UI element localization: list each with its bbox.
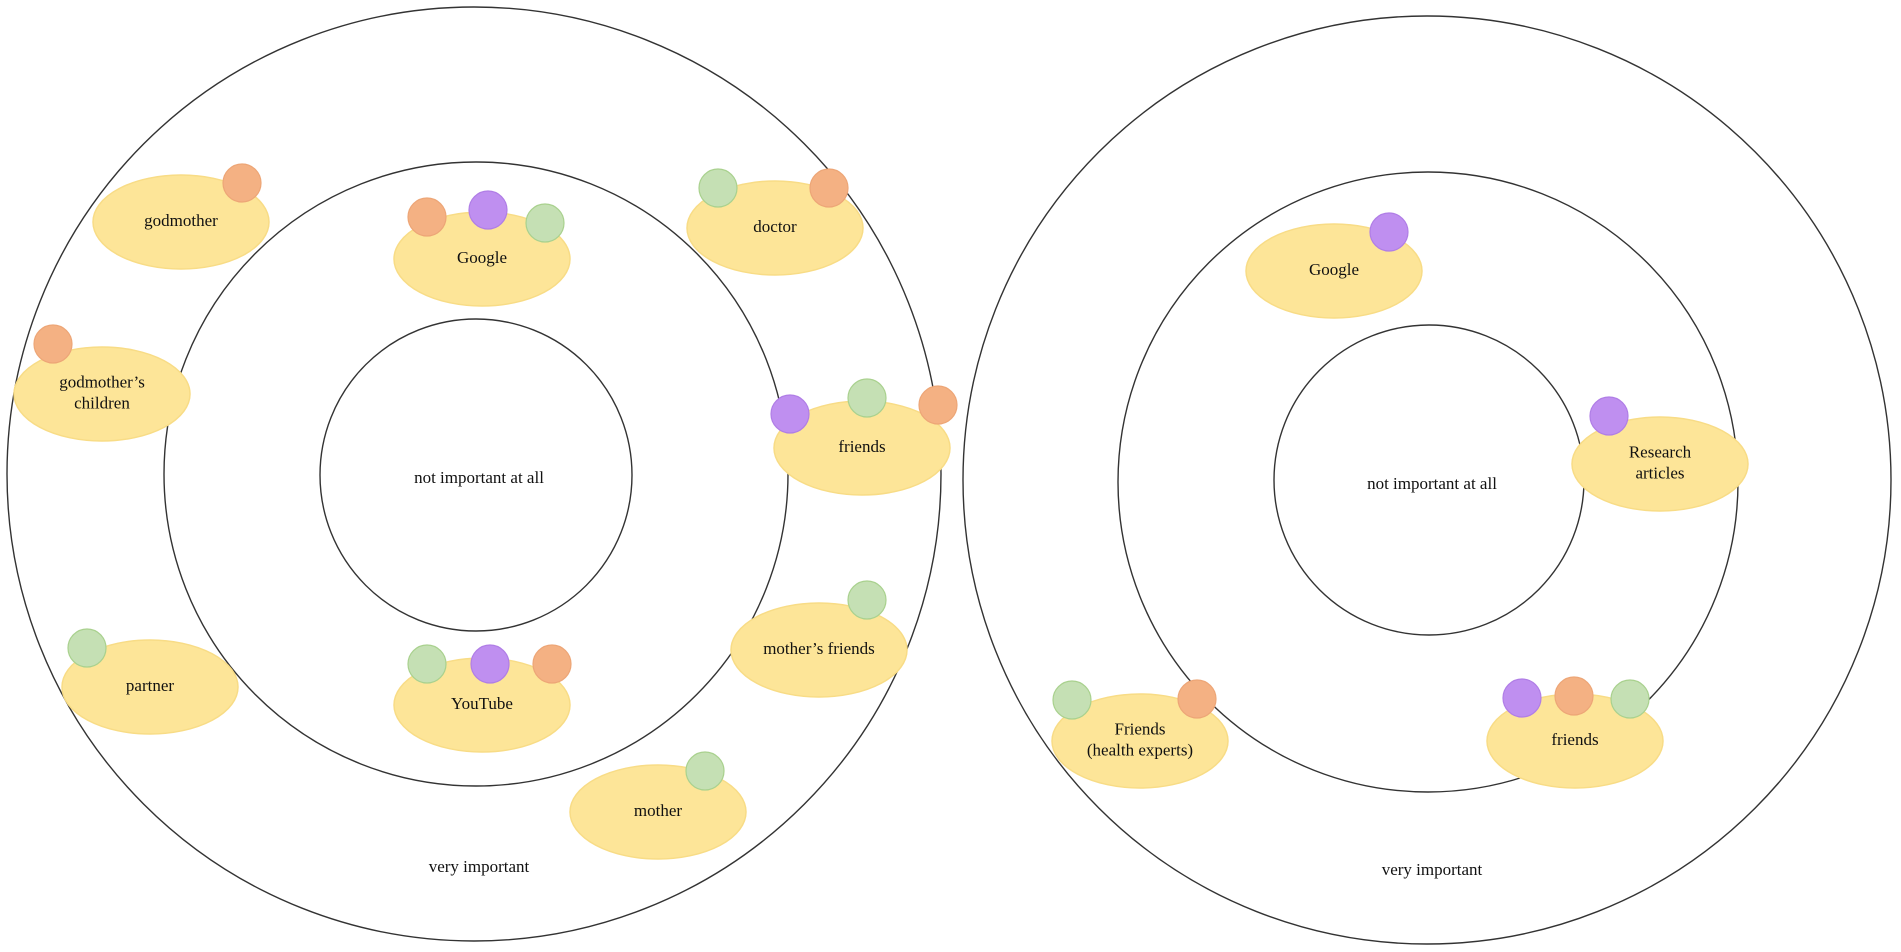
node-label: godmother’s <box>59 372 145 391</box>
node-label: mother <box>634 801 682 820</box>
center-label: not important at all <box>414 468 544 487</box>
purple-marker-dot <box>1589 396 1629 436</box>
node: mother’s friends <box>730 580 908 698</box>
node-label: (health experts) <box>1087 740 1193 759</box>
purple-marker-dot <box>470 644 510 684</box>
node: friends <box>1486 676 1664 789</box>
node: friends <box>770 378 958 496</box>
purple-marker-dot <box>1502 678 1542 718</box>
node-label: mother’s friends <box>763 639 875 658</box>
green-marker-dot <box>847 580 887 620</box>
orange-marker-dot <box>33 324 73 364</box>
purple-marker-dot <box>770 394 810 434</box>
inner-ring <box>319 318 633 632</box>
node-label: YouTube <box>451 694 513 713</box>
green-marker-dot <box>407 644 447 684</box>
node: partner <box>61 628 239 735</box>
node: Google <box>393 190 571 307</box>
orange-marker-dot <box>1554 676 1594 716</box>
center-label: not important at all <box>1367 474 1497 493</box>
node: YouTube <box>393 644 572 753</box>
node-label: Research <box>1629 442 1692 461</box>
node-ellipse <box>13 346 191 442</box>
node-label: children <box>74 393 130 412</box>
node: mother <box>569 751 747 860</box>
node-label: friends <box>838 437 885 456</box>
node: Google <box>1245 212 1423 319</box>
node: doctor <box>686 168 864 276</box>
node-label: Google <box>457 248 507 267</box>
purple-marker-dot <box>468 190 508 230</box>
orange-marker-dot <box>532 644 572 684</box>
purple-marker-dot <box>1369 212 1409 252</box>
outer-ring <box>962 15 1892 945</box>
node-label: Google <box>1309 260 1359 279</box>
outer-label: very important <box>1382 860 1483 879</box>
green-marker-dot <box>847 378 887 418</box>
node-label: articles <box>1635 463 1684 482</box>
outer-ring <box>6 6 942 942</box>
node-label: godmother <box>144 211 218 230</box>
node-label: partner <box>126 676 174 695</box>
green-marker-dot <box>1610 679 1650 719</box>
node-label: Friends <box>1115 719 1166 738</box>
green-marker-dot <box>685 751 725 791</box>
node-ellipse <box>61 639 239 735</box>
node-ellipse <box>730 602 908 698</box>
orange-marker-dot <box>222 163 262 203</box>
node: godmother <box>92 163 270 270</box>
node-ellipse <box>1051 693 1229 789</box>
node-ellipse <box>1571 416 1749 512</box>
orange-marker-dot <box>918 385 958 425</box>
green-marker-dot <box>1052 680 1092 720</box>
outer-label: very important <box>429 857 530 876</box>
green-marker-dot <box>698 168 738 208</box>
node: godmother’s children <box>13 324 191 442</box>
diagram-2: not important at all very important Google… <box>962 15 1892 945</box>
orange-marker-dot <box>1177 679 1217 719</box>
diagram-1: not important at all very important godmot… <box>6 6 958 942</box>
node: Friends (health experts) <box>1051 679 1229 789</box>
node-ellipse <box>92 174 270 270</box>
orange-marker-dot <box>407 197 447 237</box>
green-marker-dot <box>525 203 565 243</box>
node-label: doctor <box>753 217 797 236</box>
orange-marker-dot <box>809 168 849 208</box>
node: Research articles <box>1571 396 1749 512</box>
node-label: friends <box>1551 730 1598 749</box>
green-marker-dot <box>67 628 107 668</box>
